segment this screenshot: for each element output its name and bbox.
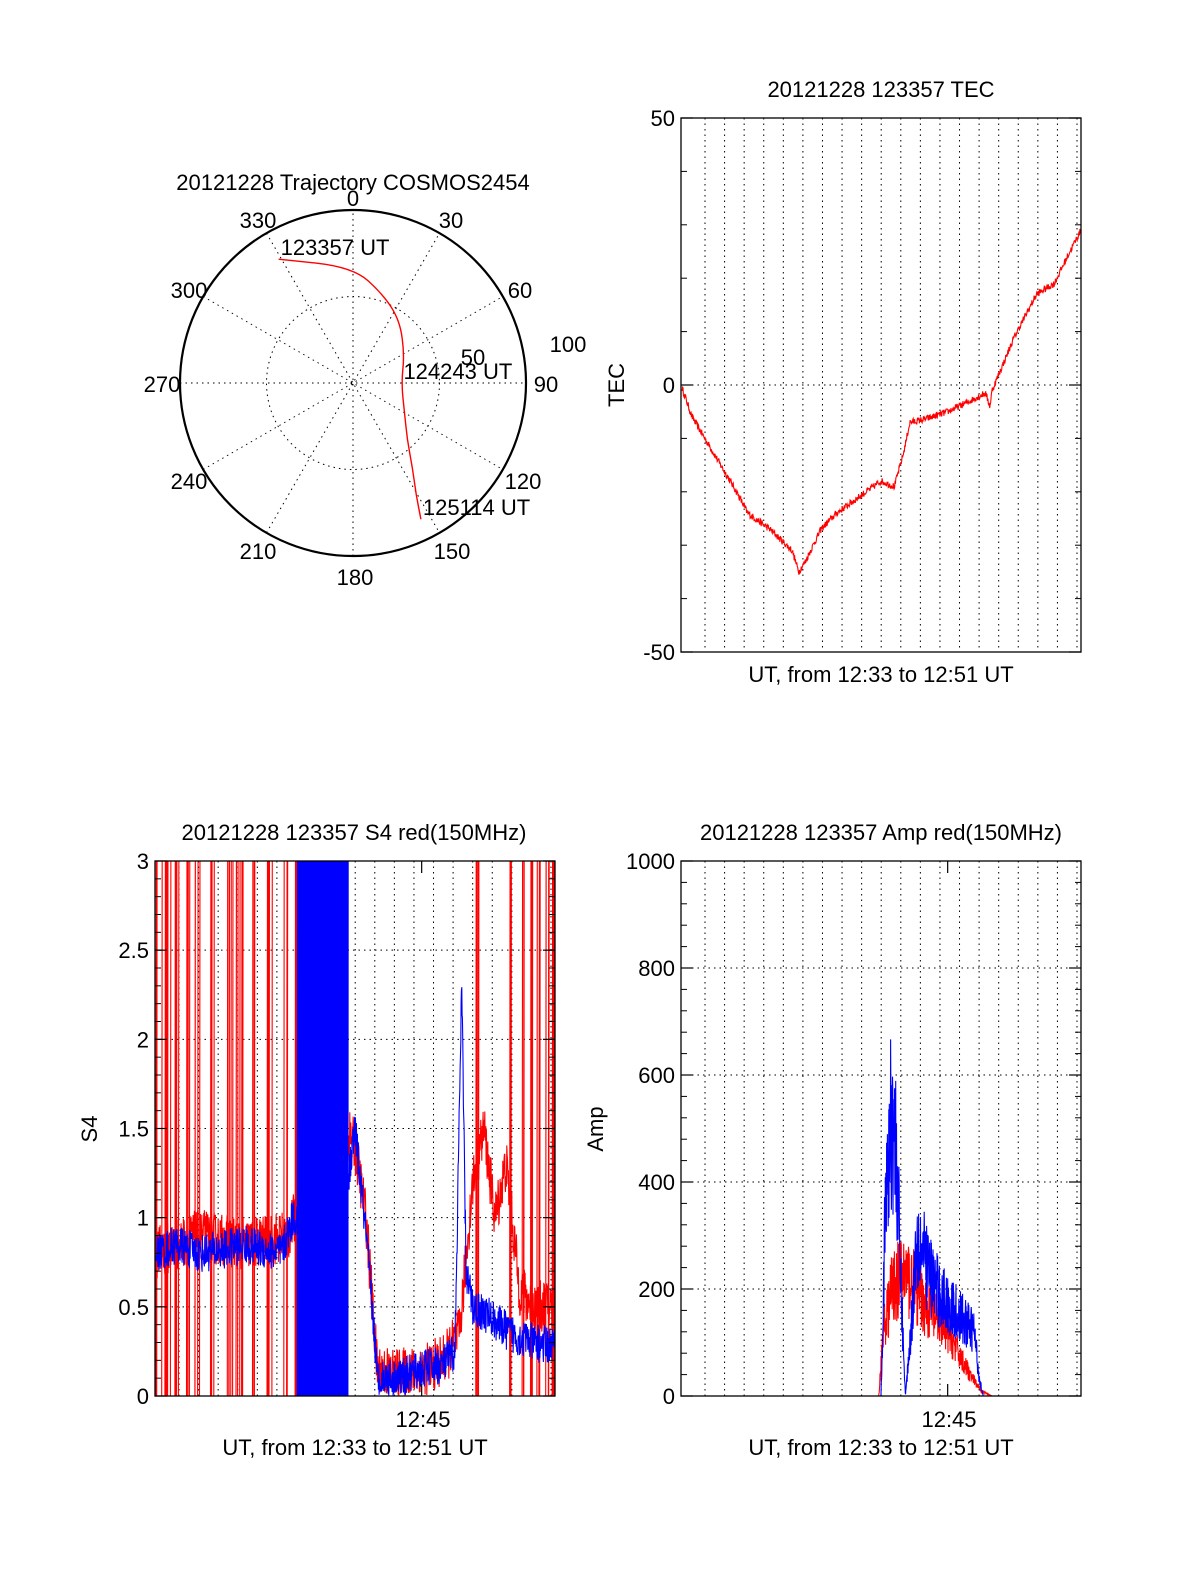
s4-panel: 20121228 123357 S4 red(150MHz) 0 0.5 1 1.5 2… [77, 820, 556, 1460]
angle-label-150: 150 [434, 539, 471, 564]
angle-label-180: 180 [337, 565, 374, 590]
angle-label-0: 0 [347, 186, 359, 211]
radius-label-50: 50 [461, 345, 485, 370]
amp-red-line [682, 1241, 1081, 1396]
angle-label-120: 120 [505, 469, 542, 494]
y-tick-label: 2 [137, 1027, 149, 1052]
y-tick-label: 1.5 [118, 1117, 149, 1142]
tec-panel: 20121228 123357 TEC -50 0 50 TEC UT, from … [604, 77, 1082, 687]
trajectory-time-label: 123357 UT [281, 235, 390, 260]
tec-grid [681, 118, 1081, 652]
amp-title: 20121228 123357 Amp red(150MHz) [700, 820, 1062, 845]
s4-xtick-1245: 12:45 [395, 1407, 450, 1432]
amp-ylabel: Amp [583, 1106, 608, 1151]
trajectory-time-label: 124243 UT [403, 359, 512, 384]
amp-xlabel: UT, from 12:33 to 12:51 UT [748, 1435, 1013, 1460]
amp-panel: 20121228 123357 Amp red(150MHz) 0 200 400 6… [583, 820, 1082, 1460]
y-tick-label: 800 [638, 956, 675, 981]
angle-label-30: 30 [439, 208, 463, 233]
y-tick-label: 1000 [626, 849, 675, 874]
tec-plot-frame [680, 117, 1082, 653]
y-tick-label: 0 [137, 1384, 149, 1409]
trajectory-line [278, 258, 422, 520]
angle-label-330: 330 [240, 208, 277, 233]
s4-series [155, 861, 555, 1396]
tec-y-ticks: -50 0 50 [643, 106, 1081, 665]
amp-blue-line [682, 1039, 1081, 1396]
s4-y-ticks: 0 0.5 1 1.5 2 2.5 3 [118, 849, 555, 1409]
y-tick-label: 50 [651, 106, 675, 131]
amp-grid [681, 861, 1081, 1396]
polar-angle-labels: 0 30 60 90 120 150 180 210 240 270 300 3… [144, 186, 587, 590]
tec-line [681, 228, 1081, 575]
trajectory-panel: 20121228 Trajectory COSMOS2454 0 30 60 9… [144, 170, 587, 590]
trajectory-time-label: 125114 UT [423, 495, 530, 520]
y-tick-label: 0 [663, 1384, 675, 1409]
y-tick-label: 600 [638, 1063, 675, 1088]
amp-xtick-1245: 12:45 [921, 1407, 976, 1432]
tec-xlabel: UT, from 12:33 to 12:51 UT [748, 662, 1013, 687]
s4-blue-line [155, 861, 555, 1396]
tec-title: 20121228 123357 TEC [767, 77, 994, 102]
amp-plot-frame [680, 860, 1082, 1397]
y-tick-label: 400 [638, 1170, 675, 1195]
polar-outer-ring [178, 208, 528, 558]
y-tick-label: 1 [137, 1206, 149, 1231]
y-tick-label: 0.5 [118, 1295, 149, 1320]
s4-xlabel: UT, from 12:33 to 12:51 UT [222, 1435, 487, 1460]
y-tick-label: 2.5 [118, 938, 149, 963]
y-tick-label: -50 [643, 640, 675, 665]
angle-label-90: 90 [534, 372, 558, 397]
angle-label-60: 60 [508, 278, 532, 303]
trajectory-annotations: 123357 UT 124243 UT 125114 UT [281, 235, 531, 520]
amp-y-ticks: 0 200 400 600 800 1000 [626, 849, 1081, 1409]
amp-series [682, 1039, 1081, 1396]
s4-title: 20121228 123357 S4 red(150MHz) [182, 820, 527, 845]
angle-label-300: 300 [171, 278, 208, 303]
polar-grid [180, 210, 526, 556]
s4-ylabel: S4 [77, 1116, 102, 1143]
y-tick-label: 3 [137, 849, 149, 874]
tec-ylabel: TEC [604, 363, 629, 407]
trajectory-title: 20121228 Trajectory COSMOS2454 [176, 170, 529, 195]
angle-label-240: 240 [171, 469, 208, 494]
trajectory-track [278, 258, 422, 520]
angle-label-270: 270 [144, 372, 181, 397]
radius-label-100: 100 [550, 332, 587, 357]
tec-series [681, 228, 1081, 575]
angle-label-210: 210 [240, 539, 277, 564]
y-tick-label: 200 [638, 1277, 675, 1302]
y-tick-label: 0 [663, 373, 675, 398]
